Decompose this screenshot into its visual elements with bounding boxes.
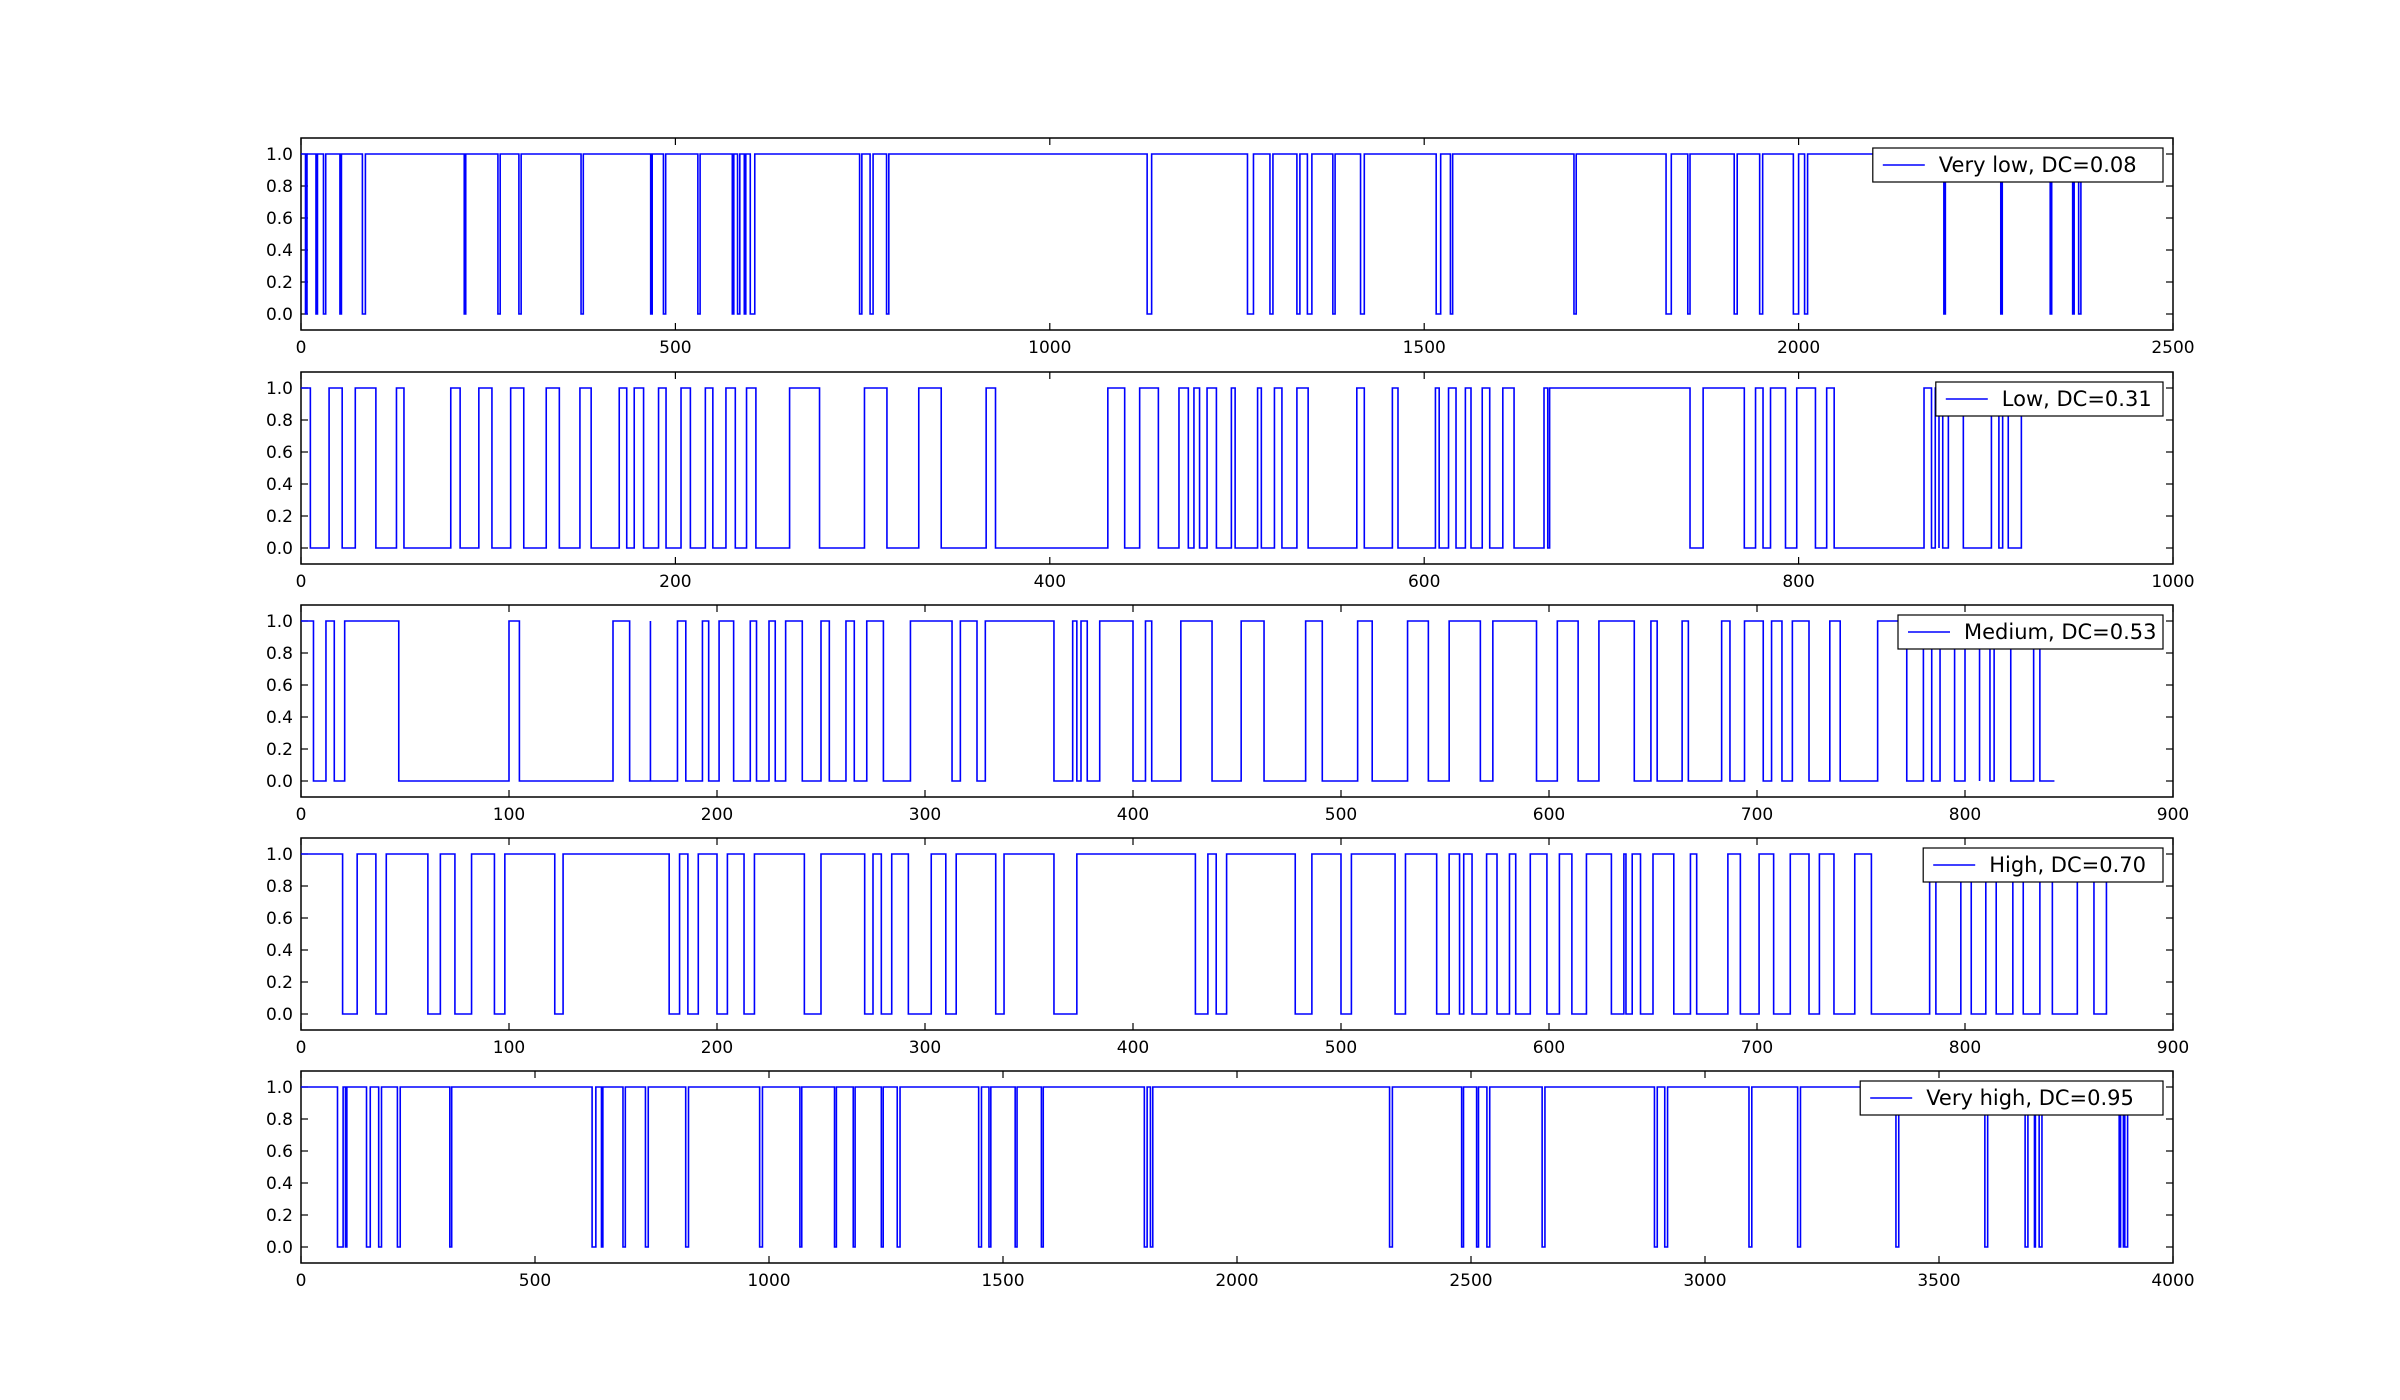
legend: Medium, DC=0.53 [1897, 614, 2164, 650]
y-tick-label: 1.0 [266, 845, 293, 865]
subplot-3: 0.0 0.2 0.4 0.6 0.8 1.0 0 100 200 300 400 500 600 700… [266, 604, 2189, 825]
y-tick-label: 0.4 [266, 941, 293, 961]
y-tick-label: 0.8 [266, 1110, 293, 1130]
legend-label: High, DC=0.70 [1989, 853, 2146, 877]
x-tick-label: 0 [296, 805, 307, 825]
x-tick-label: 200 [701, 805, 733, 825]
x-tick-label: 700 [1741, 1038, 1773, 1058]
y-tick-label: 0.0 [266, 772, 293, 792]
x-tick-label: 400 [1034, 572, 1066, 592]
x-tick-label: 0 [296, 572, 307, 592]
x-tick-label: 1500 [981, 1271, 1024, 1291]
x-tick-label: 1000 [2151, 572, 2194, 592]
x-tick-label: 1000 [1028, 338, 1071, 358]
x-tick-label: 600 [1533, 1038, 1565, 1058]
y-tick-label: 0.8 [266, 411, 293, 431]
x-tick-label: 900 [2157, 805, 2189, 825]
y-tick-label: 0.4 [266, 708, 293, 728]
legend-label: Very low, DC=0.08 [1939, 153, 2137, 177]
axes-frame [300, 371, 2174, 565]
x-tick-label: 3500 [1917, 1271, 1960, 1291]
y-tick-label: 0.8 [266, 877, 293, 897]
x-tick-label: 500 [519, 1271, 551, 1291]
x-tick-label: 600 [1408, 572, 1440, 592]
subplot-2: 0.0 0.2 0.4 0.6 0.8 1.0 0 200 400 600 800 1000 Low, … [266, 371, 2195, 592]
y-tick-label: 0.2 [266, 507, 293, 527]
x-tick-label: 900 [2157, 1038, 2189, 1058]
x-tick-label: 0 [296, 1038, 307, 1058]
y-tick-label: 0.2 [266, 1206, 293, 1226]
series-line [301, 153, 2121, 315]
legend: High, DC=0.70 [1922, 847, 2164, 883]
x-tick-label: 2500 [1449, 1271, 1492, 1291]
y-tick-label: 0.2 [266, 973, 293, 993]
axes-frame [300, 837, 2174, 1031]
y-tick-label: 0.6 [266, 676, 293, 696]
x-tick-label: 0 [296, 1271, 307, 1291]
x-tick-label: 500 [1325, 1038, 1357, 1058]
legend: Very high, DC=0.95 [1859, 1080, 2164, 1116]
y-tick-label: 0.4 [266, 241, 293, 261]
subplot-5: 0.0 0.2 0.4 0.6 0.8 1.0 0 500 1000 1500 2000 2500 30… [266, 1070, 2195, 1291]
y-tick-label: 0.0 [266, 1005, 293, 1025]
y-tick-label: 1.0 [266, 379, 293, 399]
x-tick-label: 300 [909, 1038, 941, 1058]
legend: Low, DC=0.31 [1935, 381, 2164, 417]
x-tick-label: 100 [493, 805, 525, 825]
legend: Very low, DC=0.08 [1872, 147, 2164, 183]
x-tick-label: 2500 [2151, 338, 2194, 358]
x-tick-label: 800 [1782, 572, 1814, 592]
series-line [301, 853, 2117, 1015]
x-tick-label: 200 [659, 572, 691, 592]
x-tick-label: 1500 [1403, 338, 1446, 358]
y-tick-label: 0.6 [266, 909, 293, 929]
y-tick-label: 0.8 [266, 177, 293, 197]
legend-label: Low, DC=0.31 [2002, 387, 2152, 411]
y-tick-label: 1.0 [266, 145, 293, 165]
y-tick-label: 0.6 [266, 209, 293, 229]
x-tick-label: 300 [909, 805, 941, 825]
series-line [301, 387, 2029, 549]
y-tick-label: 0.0 [266, 539, 293, 559]
series-line [301, 620, 2055, 782]
x-tick-label: 400 [1117, 805, 1149, 825]
x-tick-label: 800 [1949, 805, 1981, 825]
x-tick-label: 400 [1117, 1038, 1149, 1058]
y-tick-label: 1.0 [266, 1078, 293, 1098]
axes-frame [300, 604, 2174, 798]
legend-label: Medium, DC=0.53 [1964, 620, 2157, 644]
y-tick-label: 0.0 [266, 1238, 293, 1258]
y-tick-label: 0.6 [266, 443, 293, 463]
subplot-4: 0.0 0.2 0.4 0.6 0.8 1.0 0 100 200 300 400 500 600 700… [266, 837, 2189, 1058]
x-tick-label: 2000 [1215, 1271, 1258, 1291]
x-tick-label: 1000 [747, 1271, 790, 1291]
legend-label: Very high, DC=0.95 [1926, 1086, 2134, 1110]
x-tick-label: 500 [659, 338, 691, 358]
x-tick-label: 4000 [2151, 1271, 2194, 1291]
y-tick-label: 0.6 [266, 1142, 293, 1162]
x-tick-label: 500 [1325, 805, 1357, 825]
axes-frame [300, 137, 2174, 331]
y-tick-label: 0.4 [266, 1174, 293, 1194]
y-tick-label: 0.0 [266, 305, 293, 325]
x-tick-label: 3000 [1683, 1271, 1726, 1291]
y-tick-label: 1.0 [266, 612, 293, 632]
y-tick-label: 0.4 [266, 475, 293, 495]
y-tick-label: 0.8 [266, 644, 293, 664]
x-tick-label: 800 [1949, 1038, 1981, 1058]
x-tick-label: 2000 [1777, 338, 1820, 358]
y-tick-label: 0.2 [266, 273, 293, 293]
x-tick-label: 700 [1741, 805, 1773, 825]
x-tick-label: 200 [701, 1038, 733, 1058]
series-line [301, 1086, 2129, 1248]
y-tick-label: 0.2 [266, 740, 293, 760]
x-tick-label: 0 [296, 338, 307, 358]
x-tick-label: 600 [1533, 805, 1565, 825]
x-tick-label: 100 [493, 1038, 525, 1058]
subplot-1: 0.0 0.2 0.4 0.6 0.8 1.0 0 500 1000 1500 2000 2500 Ve… [266, 137, 2195, 358]
